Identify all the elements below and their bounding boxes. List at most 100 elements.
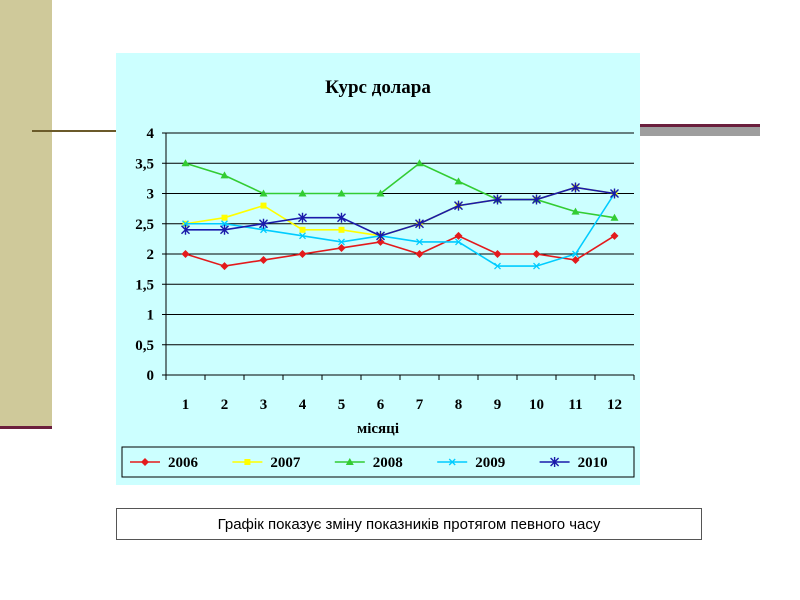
caption-box: Графік показує зміну показників протягом… (116, 508, 702, 540)
y-tick-label: 2 (147, 247, 155, 263)
data-point (493, 250, 502, 258)
data-point (571, 207, 580, 215)
y-tick-label: 2,5 (135, 217, 154, 233)
data-point (337, 212, 346, 223)
left-rule (32, 130, 116, 132)
legend-label: 2010 (578, 455, 608, 471)
data-point (181, 250, 190, 258)
data-point (533, 262, 540, 270)
legend: 2006 2007 2008 2009 2010 (130, 455, 608, 471)
data-point (260, 226, 267, 234)
data-point (220, 224, 229, 235)
x-tick-label: 9 (494, 397, 502, 413)
legend-item: 2007 (232, 455, 301, 471)
series-2009 (182, 190, 618, 270)
data-point (572, 250, 579, 258)
x-tick-label: 3 (260, 397, 268, 413)
y-tick-label: 0,5 (135, 338, 154, 354)
y-tick-label: 1,5 (135, 277, 154, 293)
data-point (376, 189, 385, 197)
data-point (298, 189, 307, 197)
data-point (415, 250, 424, 258)
data-point (610, 188, 619, 199)
data-point (532, 194, 541, 205)
legend-marker (141, 458, 149, 466)
x-tick-label: 2 (221, 397, 229, 413)
data-point (493, 194, 502, 205)
y-tick-label: 3 (147, 187, 155, 203)
data-point (220, 262, 229, 271)
data-point (337, 243, 346, 252)
x-tick-label: 5 (338, 397, 346, 413)
x-tick-label: 12 (607, 397, 622, 413)
x-tick-labels: 1 2 3 4 5 6 7 8 9 10 11 12 (182, 397, 622, 413)
legend-label: 2007 (270, 455, 301, 471)
data-point (454, 200, 463, 211)
legend-item: 2009 (437, 455, 505, 471)
data-point (259, 189, 268, 197)
data-point (415, 159, 424, 167)
data-point (298, 212, 307, 223)
y-tick-label: 4 (147, 126, 155, 142)
data-point (376, 230, 385, 241)
series-line (185, 186, 615, 237)
caption-text: Графік показує зміну показників протягом… (217, 515, 601, 533)
legend-marker (345, 458, 354, 465)
y-tick-labels: 0 0,5 1 1,5 2 2,5 3 3,5 4 (135, 126, 154, 384)
x-tick-label: 8 (455, 397, 463, 413)
legend-label: 2006 (168, 455, 199, 471)
data-point (259, 256, 268, 265)
right-rule-accent (640, 124, 760, 127)
data-point (337, 189, 346, 197)
y-tick-label: 0 (147, 368, 155, 384)
data-point (338, 238, 345, 246)
series-2010 (181, 182, 619, 241)
data-point (299, 226, 306, 233)
series-2006 (181, 231, 619, 271)
data-point (220, 171, 229, 179)
legend-item: 2006 (130, 455, 199, 471)
data-point (221, 220, 228, 228)
legend-item: 2008 (334, 455, 403, 471)
series-line (185, 234, 615, 267)
data-point (338, 226, 345, 233)
y-tick-label: 3,5 (135, 156, 154, 172)
x-axis-label: місяці (357, 421, 399, 437)
data-point (454, 177, 463, 185)
legend-marker (448, 458, 456, 466)
left-decorative-band (0, 0, 52, 426)
legend-label: 2009 (475, 455, 505, 471)
data-point (376, 237, 385, 246)
right-rule-bar (640, 127, 760, 136)
x-tick-label: 10 (529, 397, 544, 413)
x-tick-label: 4 (299, 397, 307, 413)
legend-item: 2010 (539, 455, 608, 471)
series-line (185, 193, 616, 267)
left-band-underline (0, 426, 52, 429)
data-point (182, 220, 189, 228)
legend-label: 2008 (373, 455, 403, 471)
data-point (571, 182, 580, 193)
data-point (415, 218, 424, 229)
data-point (494, 262, 501, 270)
legend-marker (550, 457, 560, 467)
series-2007 (182, 184, 618, 239)
data-point (181, 224, 190, 235)
data-point (299, 232, 306, 240)
data-point (571, 256, 580, 265)
series-layer (181, 159, 619, 271)
legend-marker (244, 459, 251, 465)
grid (162, 132, 635, 380)
data-point (455, 238, 462, 246)
data-point (610, 213, 619, 221)
y-tick-label: 1 (147, 308, 155, 324)
data-point (532, 250, 541, 258)
x-tick-label: 1 (182, 397, 190, 413)
series-line (185, 162, 615, 219)
x-tick-label: 6 (377, 397, 385, 413)
data-point (221, 214, 228, 221)
data-point (610, 231, 619, 240)
data-point (259, 218, 268, 229)
data-point (416, 238, 423, 246)
